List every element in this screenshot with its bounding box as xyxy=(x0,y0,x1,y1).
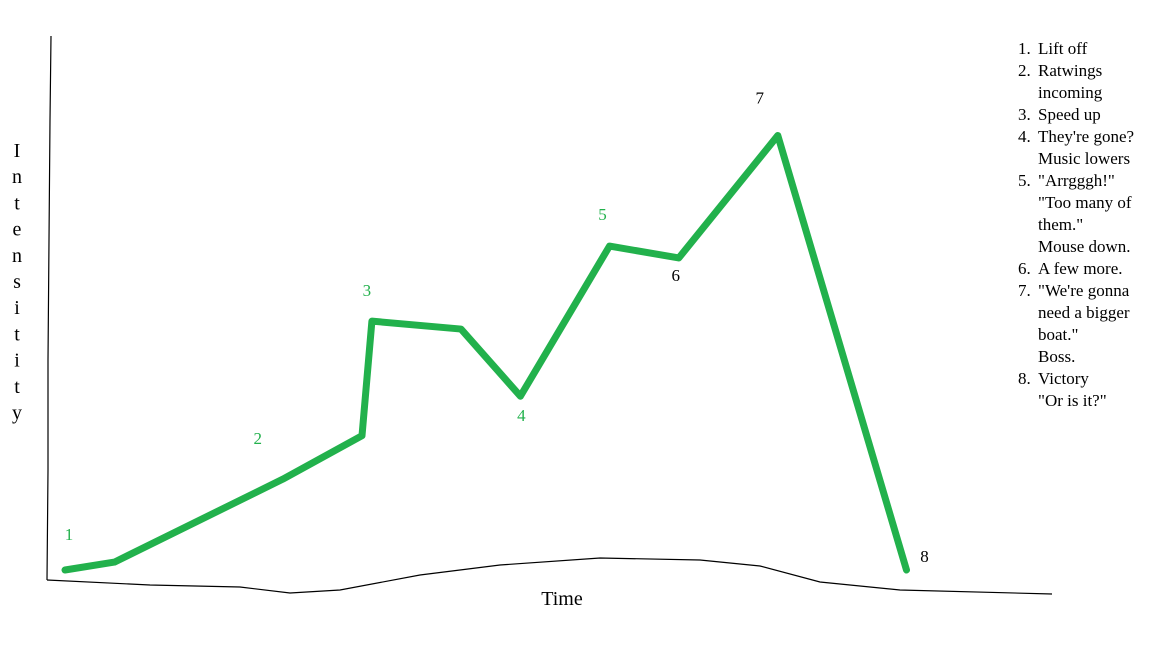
y-axis-label-char: i xyxy=(14,350,20,372)
y-axis-label-char: i xyxy=(14,297,20,319)
point-label: 6 xyxy=(672,266,681,285)
series-group xyxy=(61,132,910,574)
annotation-item: 3. Speed up xyxy=(1018,104,1152,126)
annotation-item: 6. A few more. xyxy=(1018,258,1152,280)
y-axis-label-char: t xyxy=(14,323,20,345)
annotation-line: "Or is it?" xyxy=(1038,391,1107,410)
series-line xyxy=(61,132,910,574)
y-axis-label-char: e xyxy=(13,219,22,241)
annotation-line: Boss. xyxy=(1038,347,1076,366)
annotation-legend: 1. Lift off 2. Ratwings incoming 3. Speed up 4.… xyxy=(1018,38,1152,412)
point-label: 2 xyxy=(254,429,263,448)
annotation-number: 7. xyxy=(1018,281,1031,300)
annotation-item: 2. Ratwings incoming xyxy=(1018,60,1152,104)
annotation-item: 8. Victory "Or is it?" xyxy=(1018,368,1152,412)
point-label: 8 xyxy=(920,547,929,566)
annotation-line: They're gone? xyxy=(1038,127,1135,146)
annotation-text: They're gone? Music lowers xyxy=(1038,126,1152,170)
annotation-number: 6. xyxy=(1018,259,1031,278)
y-axis-label-char: t xyxy=(14,376,20,398)
annotation-text: A few more. xyxy=(1038,258,1152,280)
annotation-line: incoming xyxy=(1038,83,1103,102)
point-label: 1 xyxy=(65,525,74,544)
point-labels: 1 2 3 4 5 6 7 8 xyxy=(65,89,929,567)
annotation-item: 7. "We're gonna need a bigger boat." Boss. xyxy=(1018,280,1152,368)
annotation-line: "Too many of xyxy=(1038,193,1132,212)
annotation-line: A few more. xyxy=(1038,259,1123,278)
annotation-line: need a bigger xyxy=(1038,303,1130,322)
annotation-number: 3. xyxy=(1018,105,1031,124)
annotation-line: Mouse down. xyxy=(1038,237,1131,256)
annotation-line: boat." xyxy=(1038,325,1079,344)
annotation-line: Lift off xyxy=(1038,39,1088,58)
y-axis-label-char: y xyxy=(12,402,22,424)
point-label: 5 xyxy=(598,205,607,224)
annotation-text: Speed up xyxy=(1038,104,1152,126)
y-axis-label-char: s xyxy=(13,271,21,293)
annotation-number: 1. xyxy=(1018,39,1031,58)
annotation-line: Music lowers xyxy=(1038,149,1131,168)
annotation-item: 5. "Arrgggh!" "Too many of them." Mouse down… xyxy=(1018,170,1152,258)
y-axis-label-char: t xyxy=(14,192,20,214)
point-label: 3 xyxy=(363,281,372,300)
y-axis-label-char: I xyxy=(14,140,21,162)
annotation-line: Speed up xyxy=(1038,105,1101,124)
point-label: 4 xyxy=(517,406,526,425)
y-axis-label-char: n xyxy=(12,245,22,267)
annotation-item: 4. They're gone? Music lowers xyxy=(1018,126,1152,170)
y-axis-label-char: n xyxy=(12,166,22,188)
annotation-number: 4. xyxy=(1018,127,1031,146)
annotation-line: Ratwings xyxy=(1038,61,1103,80)
annotation-line: "Arrgggh!" xyxy=(1038,171,1115,190)
point-label: 7 xyxy=(756,89,765,108)
annotation-text: Lift off xyxy=(1038,38,1152,60)
annotation-text: "Arrgggh!" "Too many of them." Mouse down. xyxy=(1038,170,1152,258)
annotation-number: 5. xyxy=(1018,171,1031,190)
annotation-text: "We're gonna need a bigger boat." Boss. xyxy=(1038,280,1152,368)
x-axis-label: Time xyxy=(541,588,583,610)
annotation-line: "We're gonna xyxy=(1038,281,1130,300)
annotation-text: Ratwings incoming xyxy=(1038,60,1152,104)
annotation-number: 2. xyxy=(1018,61,1031,80)
annotation-number: 8. xyxy=(1018,369,1031,388)
annotation-item: 1. Lift off xyxy=(1018,38,1152,60)
annotation-line: Victory xyxy=(1038,369,1089,388)
annotation-text: Victory "Or is it?" xyxy=(1038,368,1152,412)
annotation-line: them." xyxy=(1038,215,1084,234)
x-axis-baseline xyxy=(46,557,1053,595)
y-axis xyxy=(46,35,52,581)
